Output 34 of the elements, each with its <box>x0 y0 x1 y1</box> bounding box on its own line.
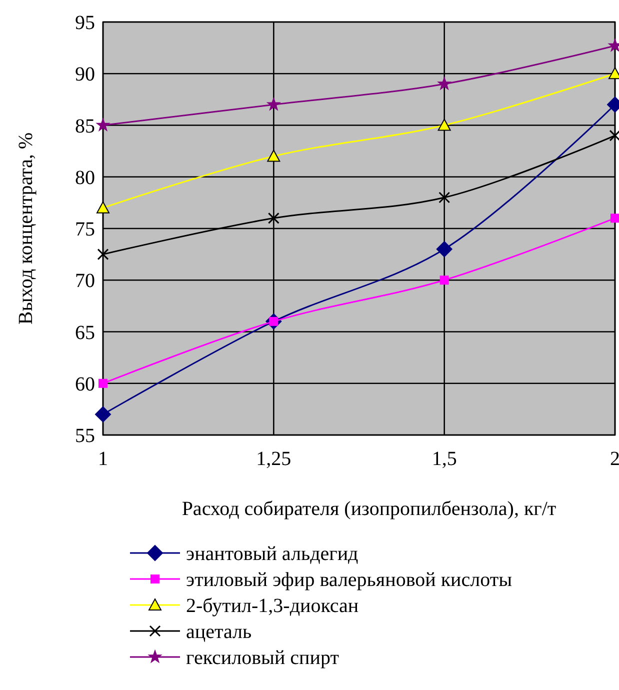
legend-label: 2-бутил-1,3-диоксан <box>186 595 359 617</box>
y-tick-label: 90 <box>75 64 95 86</box>
point <box>98 378 108 388</box>
y-tick-label: 95 <box>75 12 95 34</box>
x-tick-label: 1,5 <box>432 448 457 470</box>
x-tick-label: 1,25 <box>256 448 292 470</box>
point <box>267 150 280 162</box>
y-tick-label: 75 <box>75 218 95 240</box>
point <box>438 77 451 90</box>
point <box>267 98 280 110</box>
point <box>96 201 110 214</box>
x-tick-label: 2 <box>610 448 619 470</box>
point <box>438 118 451 131</box>
y-tick-label: 70 <box>75 270 95 292</box>
point <box>97 248 109 260</box>
legend-label: гексиловый спирт <box>186 647 340 669</box>
y-tick-label: 65 <box>75 322 95 344</box>
x-axis-title: Расход собирателя (изопропилбензола), кг/т <box>182 498 556 520</box>
y-tick-label: 60 <box>75 373 95 396</box>
point <box>96 118 110 131</box>
legend-label: ацеталь <box>186 621 252 643</box>
legend-label: этиловый эфир валерьяновой кислоты <box>186 569 512 591</box>
point <box>95 406 111 422</box>
y-axis-title: Выход концентрата, % <box>15 132 37 325</box>
legend-label: энантовый альдегид <box>186 543 358 565</box>
point <box>610 214 619 223</box>
y-tick-label: 85 <box>75 115 95 138</box>
point <box>268 212 280 224</box>
point <box>438 192 450 204</box>
point <box>440 276 449 285</box>
y-tick-label: 80 <box>75 166 95 189</box>
y-tick-label: 55 <box>75 425 95 447</box>
point <box>436 241 452 258</box>
x-tick-label: 1 <box>98 448 108 470</box>
